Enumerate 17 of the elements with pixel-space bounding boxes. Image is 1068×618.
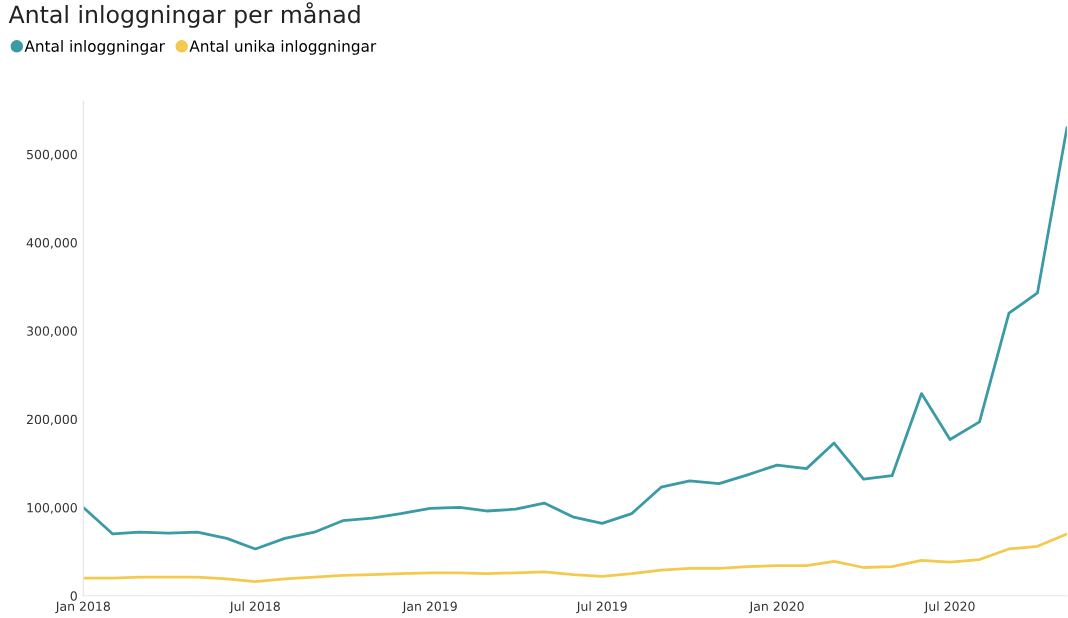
y-tick-label: 400,000	[26, 238, 77, 249]
legend-label: Antal inloggningar	[24, 40, 165, 55]
x-tick-label: Jul 2019	[576, 601, 627, 614]
y-tick-label: 500,000	[27, 149, 77, 161]
x-tick-label: Jul 2018	[229, 601, 280, 614]
x-tick-label: Jan 2018	[55, 601, 110, 614]
x-tick-label: Jan 2019	[402, 601, 457, 614]
y-tick-label: 100,000	[27, 502, 77, 514]
y-tick-label: 200,000	[26, 414, 77, 426]
legend-label: Antal unika inloggningar	[189, 40, 377, 55]
y-tick-label: 300,000	[27, 326, 77, 338]
x-tick-label: Jul 2020	[923, 601, 975, 614]
line-series	[83, 126, 1067, 551]
line-series	[83, 532, 1067, 584]
chart-title: Antal inloggningar per månad	[8, 2, 360, 28]
y-tick-label: 0	[70, 591, 77, 601]
x-tick-label: Jan 2020	[748, 601, 804, 614]
